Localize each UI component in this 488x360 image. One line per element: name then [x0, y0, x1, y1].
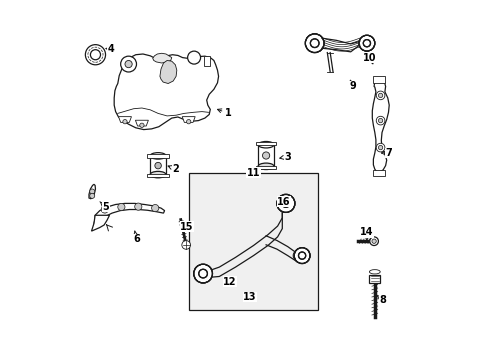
- Circle shape: [134, 203, 142, 210]
- Polygon shape: [94, 203, 164, 228]
- Circle shape: [262, 152, 269, 159]
- Bar: [372, 76, 385, 83]
- Polygon shape: [182, 117, 195, 122]
- Text: 1: 1: [217, 108, 231, 118]
- Circle shape: [125, 60, 132, 68]
- Circle shape: [292, 250, 303, 261]
- Polygon shape: [114, 54, 218, 130]
- Text: 16: 16: [277, 197, 290, 207]
- Bar: [372, 170, 385, 176]
- Circle shape: [375, 143, 384, 152]
- Ellipse shape: [258, 141, 273, 148]
- Bar: [368, 275, 380, 283]
- Text: 3: 3: [279, 152, 290, 162]
- Text: 5: 5: [100, 202, 109, 212]
- Polygon shape: [135, 120, 148, 126]
- Polygon shape: [152, 53, 171, 63]
- Bar: [256, 166, 276, 169]
- Circle shape: [122, 120, 127, 124]
- Ellipse shape: [258, 163, 273, 170]
- Text: 13: 13: [243, 292, 256, 302]
- Circle shape: [378, 118, 382, 123]
- Polygon shape: [371, 79, 388, 172]
- Text: 14: 14: [360, 227, 373, 240]
- Bar: [147, 154, 168, 158]
- Polygon shape: [91, 215, 109, 231]
- Text: 10: 10: [362, 53, 376, 64]
- Polygon shape: [160, 60, 177, 84]
- Circle shape: [118, 203, 125, 211]
- Circle shape: [151, 204, 159, 212]
- Circle shape: [358, 35, 374, 51]
- Circle shape: [369, 237, 378, 246]
- Circle shape: [140, 123, 144, 127]
- Circle shape: [375, 116, 384, 125]
- Ellipse shape: [150, 171, 166, 178]
- Circle shape: [186, 120, 190, 124]
- Text: 4: 4: [106, 44, 115, 54]
- Bar: [256, 142, 276, 145]
- Circle shape: [89, 189, 95, 194]
- Circle shape: [276, 194, 294, 212]
- Circle shape: [155, 162, 161, 169]
- Circle shape: [89, 193, 95, 198]
- Circle shape: [375, 91, 384, 100]
- Ellipse shape: [368, 270, 380, 274]
- Text: 15: 15: [180, 222, 193, 232]
- Circle shape: [371, 239, 375, 243]
- Circle shape: [187, 51, 200, 64]
- Bar: [188, 173, 318, 310]
- Text: 9: 9: [348, 80, 355, 91]
- Circle shape: [305, 34, 324, 53]
- Ellipse shape: [150, 153, 166, 159]
- Bar: [147, 174, 168, 177]
- Text: 11: 11: [246, 168, 260, 178]
- Circle shape: [378, 145, 382, 150]
- Text: 7: 7: [381, 148, 391, 158]
- Circle shape: [280, 198, 291, 209]
- Circle shape: [121, 56, 136, 72]
- Circle shape: [193, 264, 212, 283]
- Polygon shape: [89, 184, 95, 199]
- Circle shape: [378, 93, 382, 98]
- Polygon shape: [118, 117, 131, 122]
- Text: 12: 12: [223, 276, 236, 287]
- Circle shape: [294, 248, 309, 264]
- Text: 2: 2: [168, 164, 179, 174]
- Bar: [150, 156, 166, 175]
- Circle shape: [101, 206, 108, 213]
- Text: 6: 6: [133, 231, 140, 244]
- Text: 8: 8: [376, 294, 386, 305]
- Bar: [203, 56, 209, 66]
- Bar: [258, 145, 273, 166]
- Circle shape: [182, 240, 190, 249]
